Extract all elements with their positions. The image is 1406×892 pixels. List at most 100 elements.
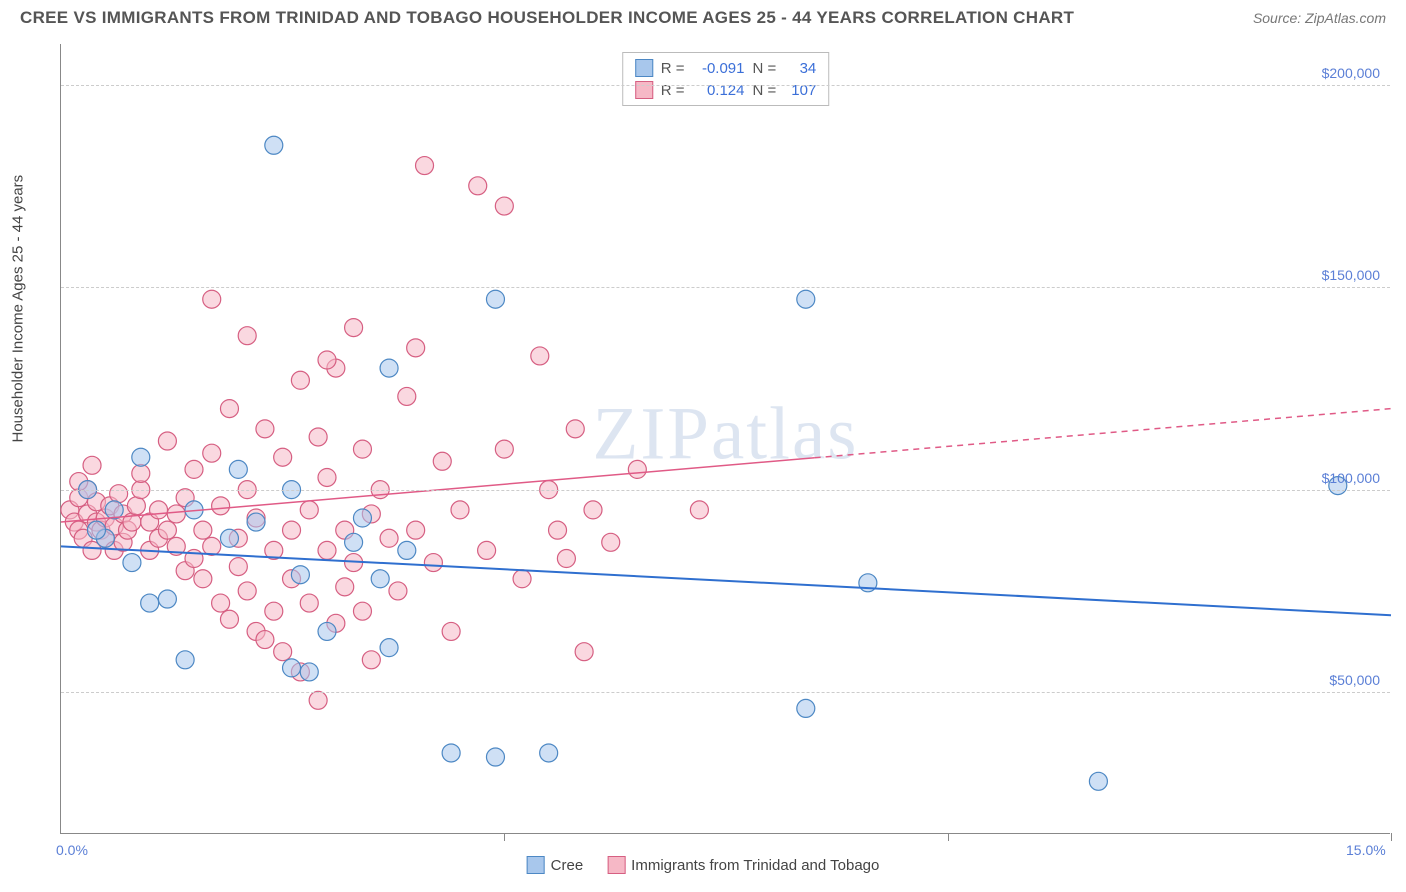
data-point <box>123 554 141 572</box>
plot-svg <box>61 44 1390 833</box>
data-point <box>424 554 442 572</box>
trend-line-extrapolated <box>815 409 1391 458</box>
x-tick <box>1391 833 1392 841</box>
data-point <box>486 748 504 766</box>
source-attribution: Source: ZipAtlas.com <box>1253 10 1386 26</box>
data-point <box>274 643 292 661</box>
data-point <box>141 594 159 612</box>
data-point <box>345 533 363 551</box>
correlation-legend: R = -0.091 N = 34 R = 0.124 N = 107 <box>622 52 830 106</box>
data-point <box>300 594 318 612</box>
data-point <box>318 622 336 640</box>
data-point <box>478 541 496 559</box>
data-point <box>495 440 513 458</box>
data-point <box>265 602 283 620</box>
data-point <box>291 566 309 584</box>
data-point <box>1089 772 1107 790</box>
grid-line <box>61 287 1390 288</box>
data-point <box>451 501 469 519</box>
y-tick-label: $100,000 <box>1322 470 1380 486</box>
data-point <box>380 639 398 657</box>
header-bar: CREE VS IMMIGRANTS FROM TRINIDAD AND TOB… <box>0 0 1406 34</box>
data-point <box>110 485 128 503</box>
x-tick-label: 0.0% <box>56 842 88 858</box>
chart-container: Householder Income Ages 25 - 44 years ZI… <box>0 34 1406 884</box>
data-point <box>345 319 363 337</box>
data-point <box>353 602 371 620</box>
data-point <box>150 501 168 519</box>
data-point <box>549 521 567 539</box>
data-point <box>256 420 274 438</box>
data-point <box>690 501 708 519</box>
y-tick-label: $150,000 <box>1322 267 1380 283</box>
data-point <box>238 582 256 600</box>
data-point <box>584 501 602 519</box>
y-tick-label: $200,000 <box>1322 65 1380 81</box>
data-point <box>389 582 407 600</box>
data-point <box>176 651 194 669</box>
data-point <box>433 452 451 470</box>
plot-area: ZIPatlas R = -0.091 N = 34 R = 0.124 N =… <box>60 44 1390 834</box>
data-point <box>283 521 301 539</box>
data-point <box>309 428 327 446</box>
data-point <box>318 541 336 559</box>
swatch-cree <box>635 59 653 77</box>
legend-row-trinidad: R = 0.124 N = 107 <box>635 79 817 101</box>
r-value-cree: -0.091 <box>693 60 745 77</box>
data-point <box>265 136 283 154</box>
data-point <box>540 744 558 762</box>
x-tick <box>504 833 505 841</box>
data-point <box>300 501 318 519</box>
data-point <box>247 513 265 531</box>
data-point <box>87 521 105 539</box>
data-point <box>158 521 176 539</box>
grid-line <box>61 85 1390 86</box>
data-point <box>291 371 309 389</box>
data-point <box>353 509 371 527</box>
y-tick-label: $50,000 <box>1329 672 1380 688</box>
r-label: R = <box>661 60 685 77</box>
data-point <box>442 744 460 762</box>
data-point <box>158 590 176 608</box>
data-point <box>194 521 212 539</box>
data-point <box>575 643 593 661</box>
chart-title: CREE VS IMMIGRANTS FROM TRINIDAD AND TOB… <box>20 8 1074 28</box>
data-point <box>283 659 301 677</box>
data-point <box>513 570 531 588</box>
data-point <box>797 699 815 717</box>
data-point <box>185 460 203 478</box>
data-point <box>212 497 230 515</box>
legend-item-trinidad: Immigrants from Trinidad and Tobago <box>607 856 879 874</box>
data-point <box>220 400 238 418</box>
data-point <box>238 327 256 345</box>
series-legend: Cree Immigrants from Trinidad and Tobago <box>527 856 880 874</box>
data-point <box>371 570 389 588</box>
data-point <box>309 691 327 709</box>
data-point <box>256 631 274 649</box>
data-point <box>602 533 620 551</box>
data-point <box>336 578 354 596</box>
data-point <box>362 651 380 669</box>
trend-line <box>61 546 1391 615</box>
data-point <box>220 529 238 547</box>
data-point <box>353 440 371 458</box>
grid-line <box>61 490 1390 491</box>
x-tick <box>948 833 949 841</box>
data-point <box>495 197 513 215</box>
data-point <box>557 550 575 568</box>
data-point <box>229 558 247 576</box>
data-point <box>566 420 584 438</box>
data-point <box>486 290 504 308</box>
legend-label-cree: Cree <box>551 857 584 874</box>
data-point <box>797 290 815 308</box>
data-point <box>318 468 336 486</box>
data-point <box>380 529 398 547</box>
data-point <box>203 290 221 308</box>
data-point <box>407 339 425 357</box>
data-point <box>212 594 230 612</box>
swatch-trinidad <box>607 856 625 874</box>
data-point <box>105 501 123 519</box>
legend-row-cree: R = -0.091 N = 34 <box>635 57 817 79</box>
source-prefix: Source: <box>1253 10 1305 26</box>
data-point <box>83 456 101 474</box>
